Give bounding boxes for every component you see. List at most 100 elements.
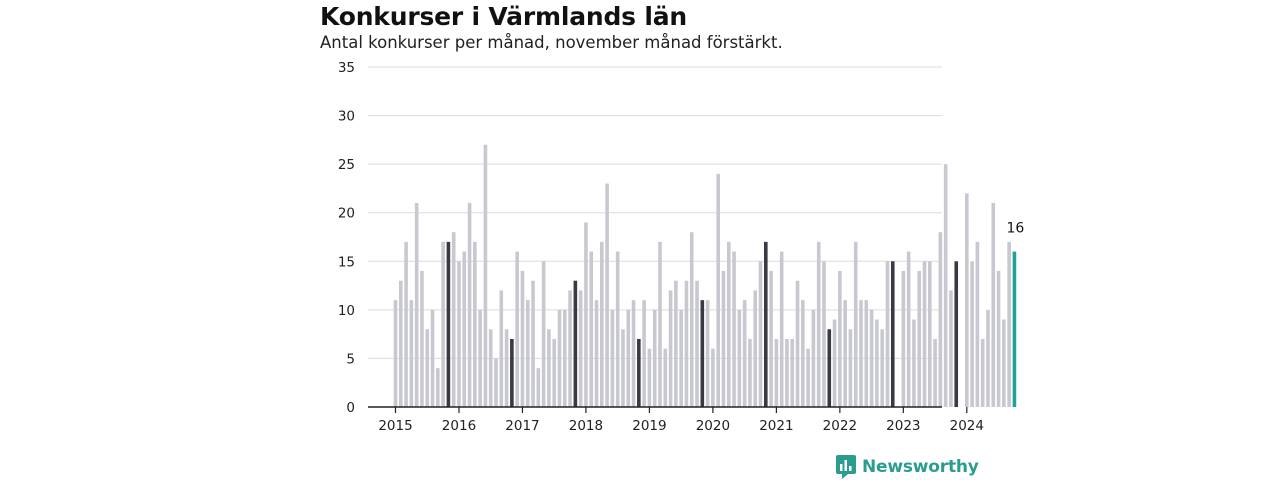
bar: [446, 241, 451, 407]
bar: [943, 164, 948, 407]
x-tick-label: 2017: [505, 418, 539, 434]
bar: [499, 290, 504, 407]
bar: [663, 348, 668, 407]
bar: [822, 261, 826, 407]
bar: [875, 319, 879, 407]
bar: [716, 173, 720, 407]
bar: [605, 183, 609, 407]
bar: [991, 203, 996, 407]
bar: [647, 348, 652, 407]
data-labels: 16: [1007, 221, 1025, 237]
bar: [679, 309, 683, 407]
bar: [906, 251, 911, 407]
bar: [726, 241, 731, 407]
x-tick-label: 2021: [759, 418, 793, 434]
bar: [1007, 241, 1011, 407]
bar: [859, 300, 863, 407]
bar: [917, 271, 922, 407]
bar: [769, 271, 773, 407]
bar: [890, 261, 895, 407]
bar: [584, 222, 588, 407]
bar: [462, 251, 467, 407]
bar: [933, 339, 937, 407]
bar: [562, 309, 567, 407]
bar: [594, 300, 599, 407]
bar: [880, 329, 884, 407]
bar: [488, 329, 493, 407]
bar: [790, 339, 795, 407]
bar: [541, 261, 546, 407]
bar: [795, 280, 800, 407]
bar: [483, 144, 488, 407]
bar: [568, 290, 572, 407]
bar: [515, 251, 519, 407]
bar: [414, 203, 419, 407]
bar: [404, 241, 408, 407]
bar: [827, 329, 832, 407]
x-tick-label: 2022: [823, 418, 857, 434]
bar: [869, 309, 874, 407]
bar: [811, 309, 816, 407]
x-tick-label: 2015: [378, 418, 412, 434]
bar: [748, 339, 752, 407]
bar: [520, 271, 525, 407]
bar: [552, 339, 556, 407]
bar: [668, 290, 673, 407]
bar: [478, 309, 482, 407]
bar: [674, 280, 678, 407]
bar: [557, 309, 562, 407]
bar: [457, 261, 461, 407]
bar: [938, 232, 943, 407]
bar: [451, 232, 456, 407]
bar: [970, 261, 974, 407]
y-tick-label: 35: [338, 60, 355, 76]
y-tick-label: 30: [338, 109, 355, 125]
bar: [980, 339, 985, 407]
y-tick-label: 10: [338, 303, 355, 319]
bar: [996, 271, 1001, 407]
bar: [801, 300, 805, 407]
bar: [615, 251, 620, 407]
bar: [965, 193, 969, 407]
bar: [753, 290, 758, 407]
bar: [721, 271, 726, 407]
bar: [441, 241, 445, 407]
bar: [922, 261, 927, 407]
bar: [732, 251, 736, 407]
bar: [504, 329, 509, 407]
bar: [398, 280, 403, 407]
bar: [848, 329, 853, 407]
bar: [430, 309, 435, 407]
bar: [695, 280, 699, 407]
y-tick-label: 5: [346, 351, 355, 367]
y-tick-label: 15: [338, 254, 355, 270]
bar: [536, 368, 541, 407]
brand-logo[interactable]: Newsworthy: [836, 455, 979, 479]
bar: [711, 348, 715, 407]
bar: [901, 271, 906, 407]
bar: [510, 339, 514, 407]
bar: [467, 203, 472, 407]
bar: [779, 251, 784, 407]
bar: [637, 339, 641, 407]
last-value-label: 16: [1007, 221, 1025, 237]
bar: [425, 329, 430, 407]
bar: [525, 300, 530, 407]
bar: [531, 280, 535, 407]
bar: [689, 232, 694, 407]
bar: [764, 241, 768, 407]
x-tick-label: 2024: [950, 418, 984, 434]
bar: [473, 241, 477, 407]
bar: [393, 300, 398, 407]
bar: [631, 300, 636, 407]
bar: [621, 329, 625, 407]
bar: [700, 300, 705, 407]
bar: [774, 339, 779, 407]
bar: [806, 348, 810, 407]
x-tick-label: 2019: [632, 418, 666, 434]
bar: [864, 300, 869, 407]
chart-subtitle: Antal konkurser per månad, november måna…: [320, 33, 783, 52]
bar: [684, 280, 689, 407]
bar: [436, 368, 440, 407]
